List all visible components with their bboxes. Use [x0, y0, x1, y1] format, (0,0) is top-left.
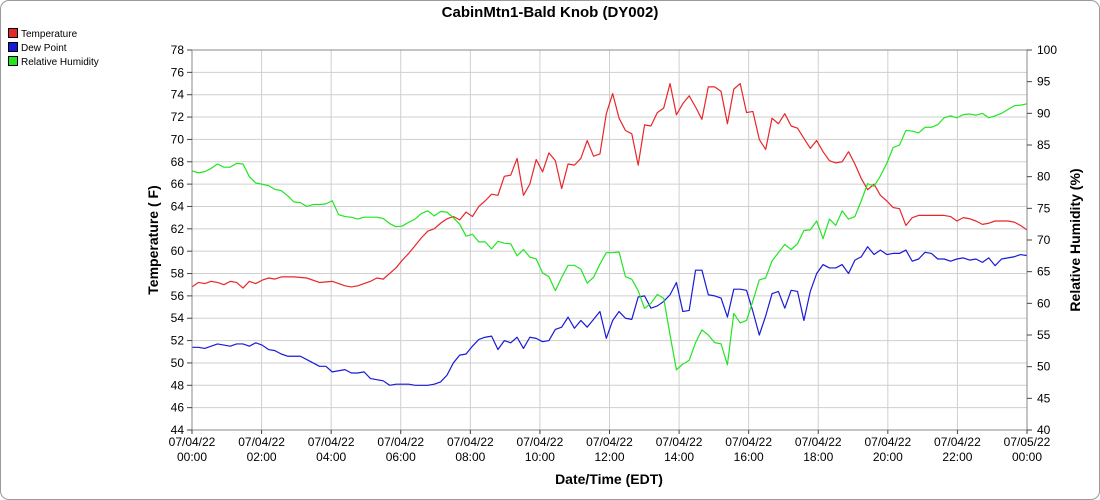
y-tick-label: 60	[171, 244, 185, 258]
legend-swatch-relative-humidity	[8, 56, 18, 66]
x-tick-label-time: 12:00	[594, 450, 624, 464]
y-tick-label: 74	[171, 88, 185, 102]
legend-item-relative-humidity: Relative Humidity	[8, 56, 99, 70]
y-tick-label: 50	[171, 356, 185, 370]
x-tick-label-date: 07/04/22	[238, 435, 285, 449]
y-tick-label: 62	[171, 222, 185, 236]
y2-tick-label: 55	[1037, 328, 1051, 342]
y-tick-label: 78	[171, 43, 185, 57]
x-tick-label-date: 07/04/22	[586, 435, 633, 449]
y2-axis-ticks: 40 45 50 55 60 65 70 75 80 85 90 95 100	[1027, 43, 1057, 437]
y-tick-label: 48	[171, 378, 185, 392]
y-tick-label: 76	[171, 65, 185, 79]
y2-tick-label: 80	[1037, 170, 1051, 184]
y-tick-label: 56	[171, 289, 185, 303]
legend-item-dew-point: Dew Point	[8, 42, 99, 56]
x-tick-label-date: 07/04/22	[169, 435, 216, 449]
series-line-dew-point	[192, 246, 1028, 386]
legend-swatch-dew-point	[8, 42, 18, 52]
y2-tick-label: 95	[1037, 75, 1051, 89]
y-tick-label: 72	[171, 110, 185, 124]
x-tick-label-time: 16:00	[734, 450, 764, 464]
y2-tick-label: 70	[1037, 233, 1051, 247]
x-tick-label-time: 06:00	[386, 450, 416, 464]
y2-tick-label: 50	[1037, 360, 1051, 374]
x-tick-label-time: 20:00	[873, 450, 903, 464]
x-tick-label-date: 07/05/22	[1004, 435, 1051, 449]
x-tick-label-date: 07/04/22	[795, 435, 842, 449]
x-tick-label-date: 07/04/22	[308, 435, 355, 449]
y-tick-label: 68	[171, 155, 185, 169]
gridlines	[191, 49, 1028, 431]
series-line-relative-humidity	[191, 103, 1028, 371]
x-tick-label-time: 02:00	[247, 450, 277, 464]
legend-label-dew-point: Dew Point	[21, 43, 67, 54]
x-tick-label-time: 10:00	[525, 450, 555, 464]
y-tick-label: 64	[171, 199, 185, 213]
y2-tick-label: 45	[1037, 391, 1051, 405]
y-axis-title: Temperature ( F)	[145, 185, 161, 294]
x-tick-label-time: 00:00	[1012, 450, 1042, 464]
y-axis-ticks: 44 46 48 50 52 54 56 58 60 62 64 66 68 70 72 74 76 78	[171, 43, 192, 437]
y-tick-label: 44	[171, 423, 185, 437]
x-tick-label-date: 07/04/22	[517, 435, 564, 449]
y-tick-label: 70	[171, 132, 185, 146]
legend-item-temperature: Temperature	[8, 28, 99, 42]
x-tick-label-date: 07/04/22	[725, 435, 772, 449]
x-tick-label-time: 22:00	[942, 450, 972, 464]
x-tick-label-date: 07/04/22	[934, 435, 981, 449]
x-tick-label-time: 14:00	[664, 450, 694, 464]
y2-tick-label: 100	[1037, 43, 1057, 57]
x-tick-label-date: 07/04/22	[656, 435, 703, 449]
y2-tick-label: 40	[1037, 423, 1051, 437]
legend: Temperature Dew Point Relative Humidity	[8, 28, 99, 70]
y2-tick-label: 90	[1037, 106, 1051, 120]
x-axis-title: Date/Time (EDT)	[555, 471, 663, 487]
legend-swatch-temperature	[8, 28, 18, 38]
x-tick-label-time: 08:00	[455, 450, 485, 464]
y-tick-label: 66	[171, 177, 185, 191]
x-tick-label-time: 00:00	[177, 450, 207, 464]
y-tick-label: 58	[171, 267, 185, 281]
y2-tick-label: 60	[1037, 296, 1051, 310]
x-tick-label-time: 18:00	[803, 450, 833, 464]
x-tick-label-date: 07/04/22	[864, 435, 911, 449]
series-line-temperature	[191, 82, 1028, 289]
x-tick-label-date: 07/04/22	[377, 435, 424, 449]
y2-tick-label: 85	[1037, 138, 1051, 152]
chart-title: CabinMtn1-Bald Knob (DY002)	[441, 4, 659, 21]
x-axis-ticks: 07/04/2200:0007/04/2202:0007/04/2204:000…	[169, 430, 1051, 464]
series-lines	[191, 82, 1028, 386]
y2-axis-title: Relative Humidity (%)	[1067, 168, 1083, 311]
y2-tick-label: 75	[1037, 201, 1051, 215]
y2-tick-label: 65	[1037, 265, 1051, 279]
x-tick-label-date: 07/04/22	[447, 435, 494, 449]
legend-label-relative-humidity: Relative Humidity	[21, 57, 99, 68]
y-tick-label: 54	[171, 311, 185, 325]
x-tick-label-time: 04:00	[316, 450, 346, 464]
legend-label-temperature: Temperature	[21, 29, 78, 40]
y-tick-label: 52	[171, 334, 185, 348]
y-tick-label: 46	[171, 401, 185, 415]
